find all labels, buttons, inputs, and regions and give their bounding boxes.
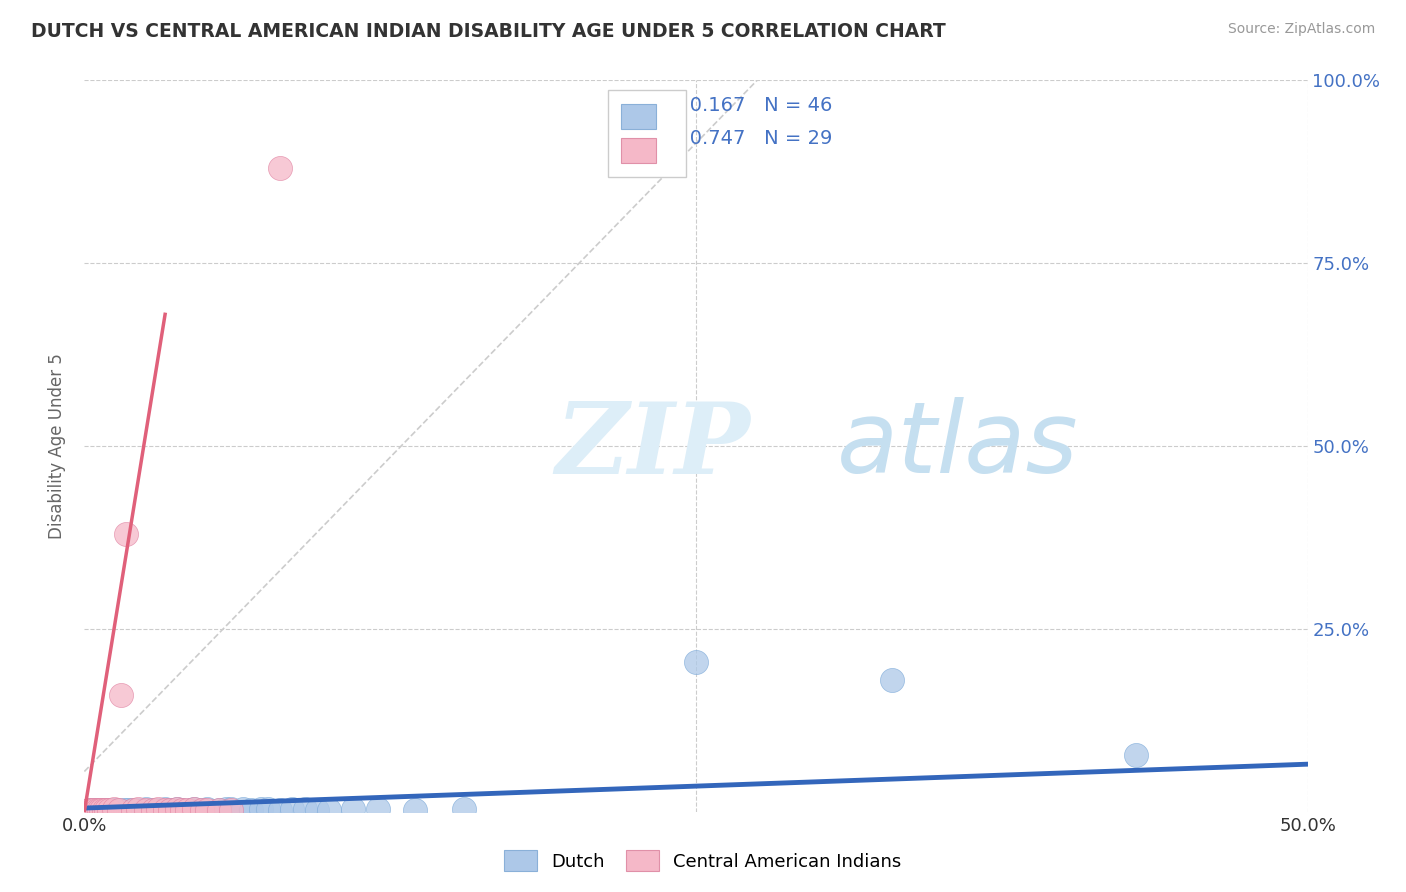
Point <box>269 803 291 817</box>
Point <box>146 802 169 816</box>
Point <box>110 688 132 702</box>
Point <box>208 803 231 817</box>
Point <box>191 803 214 817</box>
Point <box>685 655 707 669</box>
Point <box>107 803 129 817</box>
Point <box>93 803 115 817</box>
Point <box>880 673 903 687</box>
Point <box>294 802 316 816</box>
Point <box>110 803 132 817</box>
Text: atlas: atlas <box>837 398 1078 494</box>
Point <box>183 802 205 816</box>
Point <box>80 803 103 817</box>
Point <box>97 803 120 817</box>
Text: R =  0.747   N = 29: R = 0.747 N = 29 <box>641 128 832 147</box>
Point <box>87 803 110 817</box>
Point <box>1125 747 1147 762</box>
Point <box>195 802 218 816</box>
Point <box>117 803 139 817</box>
Point <box>153 802 176 816</box>
Legend: Dutch, Central American Indians: Dutch, Central American Indians <box>498 843 908 879</box>
Point <box>103 802 125 816</box>
Point <box>127 803 149 817</box>
Point <box>219 802 242 816</box>
Point <box>77 803 100 817</box>
Point <box>176 803 198 817</box>
Point <box>135 803 157 817</box>
Point <box>342 802 364 816</box>
Point <box>115 526 138 541</box>
Text: ZIP: ZIP <box>555 398 751 494</box>
Point <box>90 803 112 817</box>
Point <box>77 803 100 817</box>
Point <box>305 803 328 817</box>
Point <box>135 802 157 816</box>
Point <box>239 803 262 817</box>
Point <box>146 803 169 817</box>
Point <box>404 803 426 817</box>
Point <box>115 803 138 817</box>
Point <box>86 803 108 817</box>
Point <box>232 802 254 816</box>
Point <box>103 803 125 817</box>
Point <box>83 803 105 817</box>
Point <box>105 803 128 817</box>
Point <box>142 803 165 817</box>
Point <box>191 803 214 817</box>
Point <box>87 803 110 817</box>
Point <box>179 803 201 817</box>
Text: DUTCH VS CENTRAL AMERICAN INDIAN DISABILITY AGE UNDER 5 CORRELATION CHART: DUTCH VS CENTRAL AMERICAN INDIAN DISABIL… <box>31 22 946 41</box>
Y-axis label: Disability Age Under 5: Disability Age Under 5 <box>48 353 66 539</box>
Point <box>96 803 118 817</box>
Point <box>90 803 112 817</box>
Point <box>318 803 340 817</box>
Point <box>96 803 118 817</box>
Point <box>93 803 115 817</box>
Point <box>172 803 194 817</box>
Point <box>166 802 188 816</box>
Point <box>367 802 389 816</box>
Point <box>249 802 271 816</box>
Point <box>142 803 165 817</box>
Point <box>208 803 231 817</box>
Point <box>83 803 105 817</box>
Point <box>281 802 304 816</box>
Point <box>127 802 149 816</box>
Text: R =  0.167   N = 46: R = 0.167 N = 46 <box>641 96 832 115</box>
Point <box>122 803 145 817</box>
Point <box>97 803 120 817</box>
Legend: , : , <box>607 90 686 177</box>
Point <box>122 803 145 817</box>
Point <box>86 803 108 817</box>
Point <box>166 802 188 816</box>
Point <box>219 803 242 817</box>
Point <box>80 803 103 817</box>
Point <box>269 161 291 175</box>
Point <box>159 803 181 817</box>
Point <box>195 803 218 817</box>
Point <box>153 803 176 817</box>
Text: Source: ZipAtlas.com: Source: ZipAtlas.com <box>1227 22 1375 37</box>
Point <box>453 802 475 816</box>
Point <box>172 803 194 817</box>
Point <box>257 802 280 816</box>
Point <box>159 803 181 817</box>
Point <box>183 802 205 816</box>
Point <box>215 802 238 816</box>
